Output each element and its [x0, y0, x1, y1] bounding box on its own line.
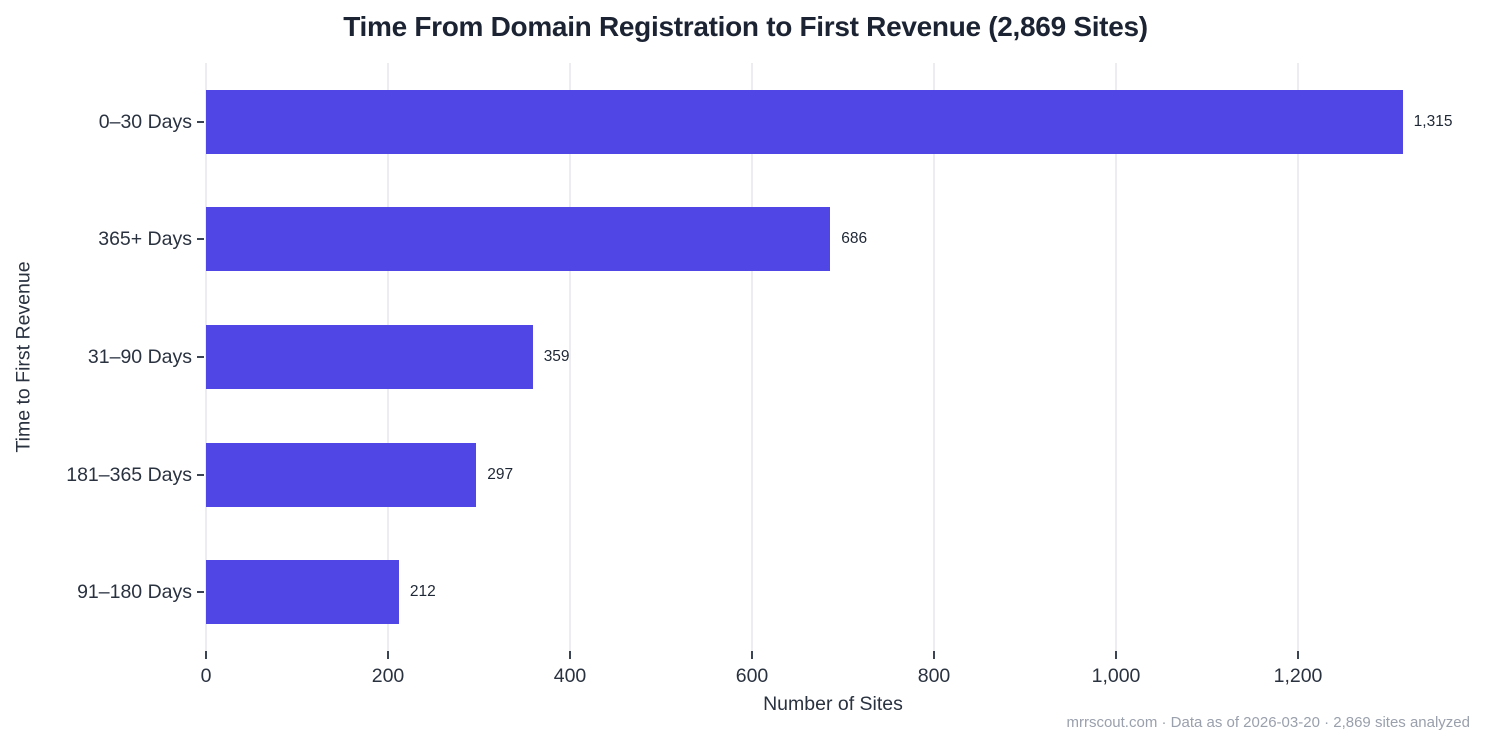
- bar: [206, 442, 477, 507]
- x-axis-title: Number of Sites: [763, 693, 903, 715]
- category-label: 365+ Days: [98, 228, 192, 251]
- plot-area: 1,315 686 359 297 212: [205, 63, 1460, 651]
- category-label: 0–30 Days: [98, 110, 192, 133]
- gridline: [751, 63, 753, 651]
- x-axis-tick: [933, 651, 935, 659]
- y-axis-tick: [197, 120, 204, 123]
- bar-value-label: 1,315: [1413, 112, 1453, 130]
- gridline: [933, 63, 935, 651]
- gridline: [1297, 63, 1299, 651]
- x-tick-label: 0: [200, 665, 212, 687]
- y-axis-tick: [197, 591, 204, 594]
- category-label: 181–365 Days: [66, 463, 192, 486]
- bar: [206, 325, 533, 389]
- x-tick-label: 1,200: [1273, 665, 1323, 687]
- x-tick-label: 600: [735, 665, 769, 687]
- gridline: [569, 63, 571, 651]
- y-axis-tick: [197, 473, 204, 476]
- bar: [206, 207, 831, 272]
- y-axis-tick: [197, 356, 204, 358]
- y-axis-tick: [197, 238, 204, 241]
- x-axis-tick: [751, 651, 753, 659]
- bar: [206, 560, 399, 625]
- x-tick-label: 400: [553, 665, 587, 687]
- bar-value-label: 297: [487, 465, 514, 483]
- x-axis-tick: [387, 651, 389, 659]
- bar-value-label: 359: [543, 348, 570, 365]
- x-tick-label: 1,000: [1091, 665, 1141, 687]
- x-tick-label: 800: [917, 665, 951, 687]
- bar-value-label: 686: [841, 230, 868, 248]
- bar: [206, 89, 1403, 154]
- gridline: [1115, 63, 1117, 651]
- x-axis-tick: [569, 651, 571, 659]
- x-axis-tick: [205, 651, 207, 659]
- x-axis-tick: [1297, 651, 1299, 659]
- footer-attribution: mrrscout.com · Data as of 2026-03-20 · 2…: [1066, 714, 1470, 731]
- chart-title: Time From Domain Registration to First R…: [343, 11, 1148, 42]
- x-tick-label: 200: [371, 665, 405, 687]
- category-label: 31–90 Days: [87, 346, 192, 368]
- x-axis-tick: [1115, 651, 1117, 659]
- bar-value-label: 212: [409, 583, 436, 601]
- category-label: 91–180 Days: [77, 581, 192, 604]
